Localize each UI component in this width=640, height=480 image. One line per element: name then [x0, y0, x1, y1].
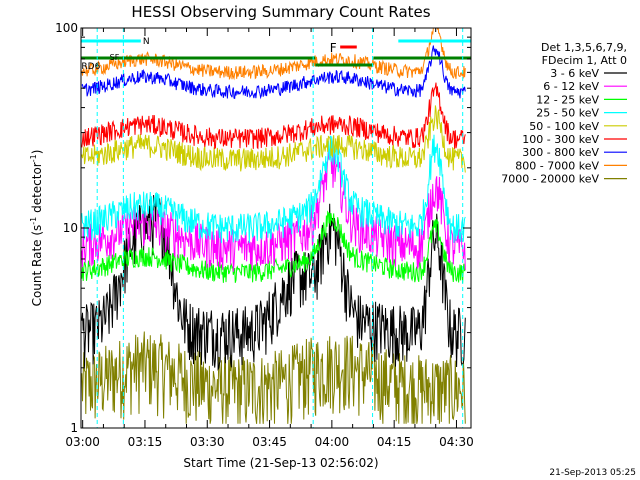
legend-entry-label: 800 - 7000 keV: [515, 159, 599, 172]
annotation-label: SF: [110, 53, 120, 62]
x-axis-label: Start Time (21-Sep-13 02:56:02): [183, 456, 378, 470]
legend-entry-label: 300 - 800 keV: [522, 146, 599, 159]
legend-entry-label: 7000 - 20000 keV: [501, 173, 599, 186]
series-line: [81, 28, 466, 81]
footer-timestamp: 21-Sep-2013 05:25: [549, 468, 636, 478]
x-tick-label: 04:00: [315, 435, 350, 449]
x-tick-label: 03:45: [252, 435, 287, 449]
series-layer: [81, 28, 466, 424]
x-tick-label: 04:15: [377, 435, 412, 449]
legend-header-line-1: Det 1,3,5,6,7,9,: [541, 41, 627, 54]
chart-title: HESSI Observing Summary Count Rates: [131, 3, 430, 21]
series-line: [81, 134, 466, 244]
x-tick-label: 03:00: [65, 435, 100, 449]
y-axis: 1 10 100: [55, 21, 471, 435]
legend-entry-label: 12 - 25 keV: [536, 93, 599, 106]
legend-header-line-2: FDecim 1, Att 0: [542, 54, 627, 67]
series-line: [81, 331, 466, 424]
annotation-label: F: [330, 41, 337, 55]
annotation-label: RD6: [81, 62, 100, 72]
series-line: [81, 45, 466, 100]
y-tick-label: 100: [55, 21, 78, 35]
series-line: [81, 82, 466, 150]
y-axis-label: Count Rate (s-1 detector-1): [29, 150, 44, 307]
legend-entry-label: 6 - 12 keV: [543, 80, 599, 93]
legend-entry-label: 50 - 100 keV: [529, 120, 599, 133]
legend-entry-label: 25 - 50 keV: [536, 107, 599, 120]
legend-entry-label: 3 - 6 keV: [550, 67, 599, 80]
annotation-layer: N F RD6 SF: [81, 37, 336, 72]
annotation-label: N: [143, 37, 150, 47]
x-tick-label: 03:15: [128, 435, 163, 449]
x-tick-label: 03:30: [190, 435, 225, 449]
series-line: [81, 149, 466, 272]
series-line: [81, 105, 466, 173]
flag-layer: [81, 28, 471, 428]
series-line: [81, 210, 466, 284]
legend: Det 1,3,5,6,7,9, FDecim 1, Att 0 3 - 6 k…: [501, 41, 627, 186]
legend-entry-label: 100 - 300 keV: [522, 133, 599, 146]
x-axis: 03:00 03:15 03:30 03:45 04:00 04:15 04:30: [65, 28, 474, 449]
y-tick-label: 1: [70, 421, 78, 435]
y-tick-label: 10: [63, 221, 78, 235]
x-tick-label: 04:30: [439, 435, 474, 449]
